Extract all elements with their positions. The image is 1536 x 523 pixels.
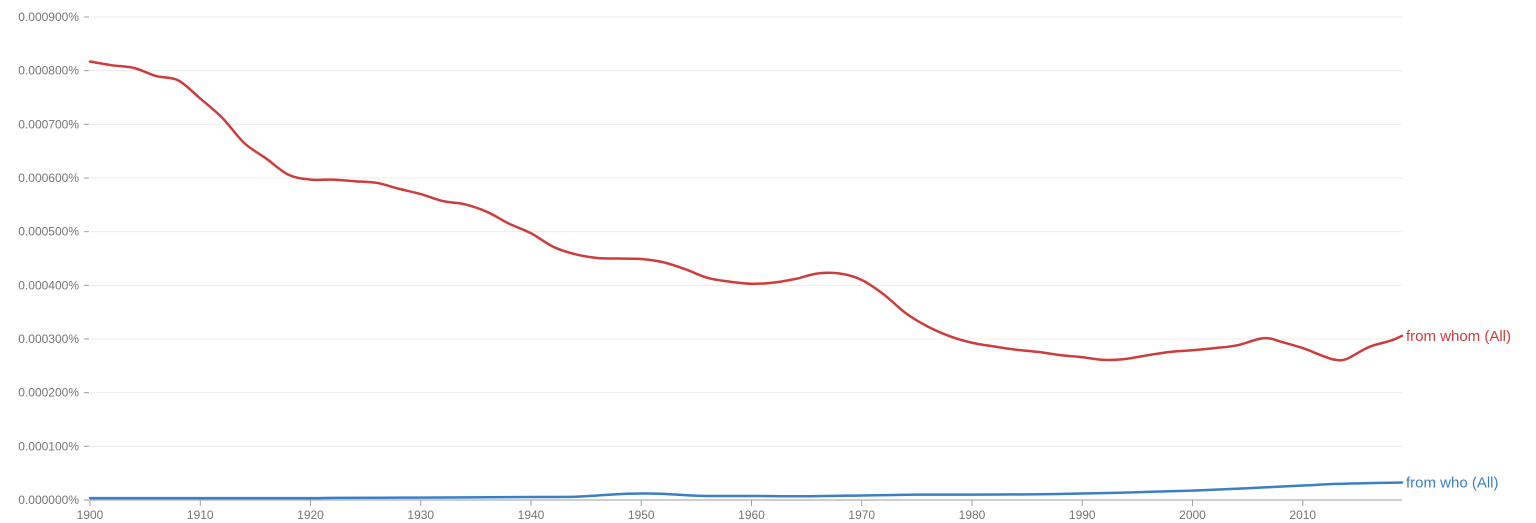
y-tick-label: 0.000100%: [18, 439, 79, 453]
x-tick-label: 1970: [848, 508, 875, 522]
x-tick-label: 1920: [297, 508, 324, 522]
series-line-0[interactable]: [88, 60, 1404, 362]
y-tick-label: 0.000700%: [18, 117, 79, 131]
y-tick-label: 0.000200%: [18, 386, 79, 400]
x-tick-label: 1980: [959, 508, 986, 522]
y-tick-label: 0.000300%: [18, 332, 79, 346]
y-tick-label: 0.000800%: [18, 64, 79, 78]
series-label-0: from whom (All): [1406, 328, 1511, 345]
y-tick-label: 0.000500%: [18, 225, 79, 239]
gridlines: [90, 16, 1402, 447]
x-tick-label: 1950: [628, 508, 655, 522]
x-tick-label: 2010: [1289, 508, 1316, 522]
x-tick-label: 1900: [77, 508, 104, 522]
series-lines: [88, 60, 1404, 500]
x-tick-label: 1940: [518, 508, 545, 522]
series-label-1: from who (All): [1406, 475, 1499, 492]
y-axis: 0.000000% 0.000100% 0.000200% 0.000300% 0.00…: [18, 10, 89, 507]
x-tick-label: 2000: [1179, 508, 1206, 522]
y-tick-label: 0.000400%: [18, 278, 79, 292]
x-axis: 1900 1910 1920 1930 1940 1950 1960 1970 1980 1990…: [77, 499, 1402, 522]
y-tick-label: 0.000900%: [18, 10, 79, 24]
y-tick-label: 0.000600%: [18, 171, 79, 185]
series-line-1[interactable]: [88, 481, 1404, 500]
x-tick-label: 1910: [187, 508, 214, 522]
y-tick-label: 0.000000%: [18, 493, 79, 507]
series-labels: from whom (All) from who (All): [1406, 328, 1511, 492]
x-tick-label: 1960: [738, 508, 765, 522]
x-tick-label: 1930: [407, 508, 434, 522]
x-tick-label: 1990: [1069, 508, 1096, 522]
